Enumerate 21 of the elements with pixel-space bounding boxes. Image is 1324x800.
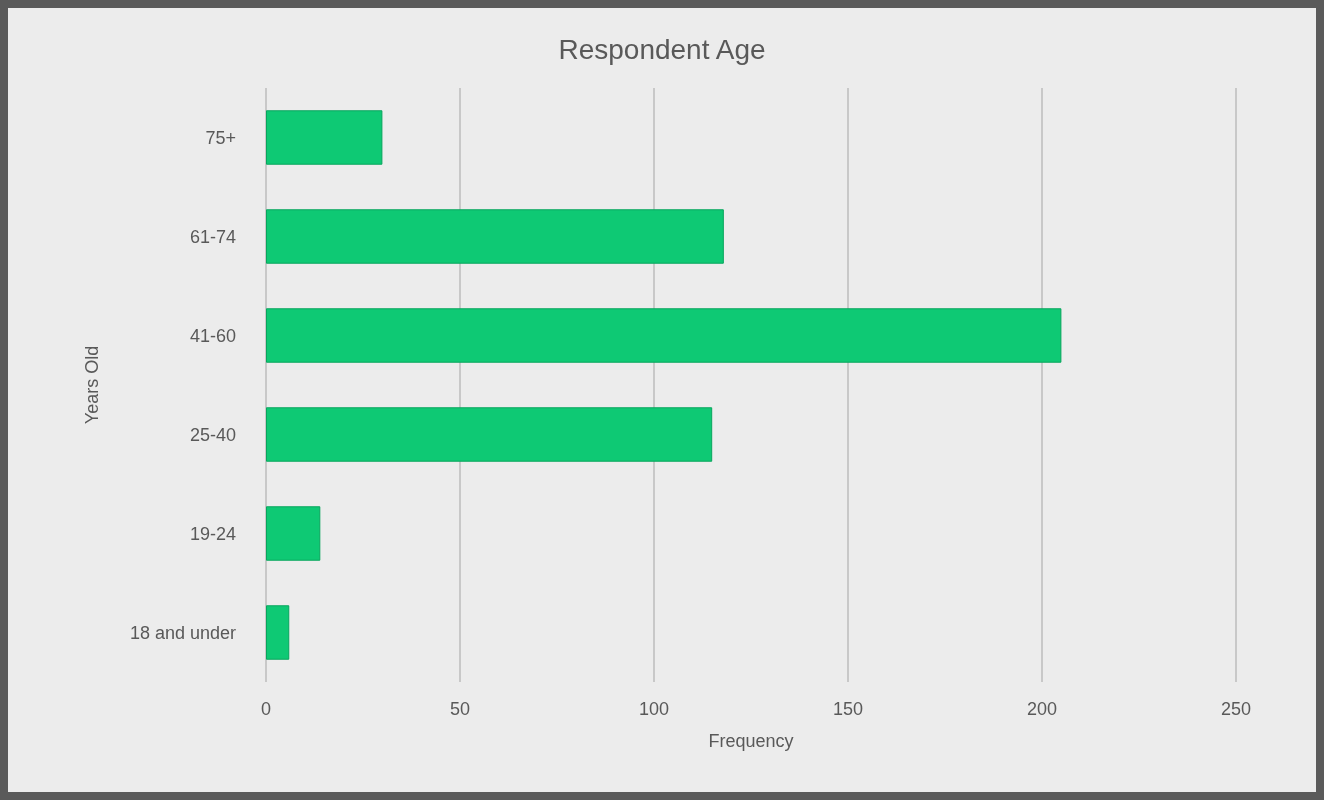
y-tick-label: 75+ (205, 127, 236, 148)
y-tick-label: 25-40 (189, 424, 236, 445)
y-tick-label: 18 and under (129, 622, 236, 643)
bar (266, 506, 321, 561)
bar (266, 407, 713, 462)
x-axis-title: Frequency (708, 731, 794, 751)
x-tick-label: 0 (260, 699, 272, 719)
chart-title: Respondent Age (558, 33, 766, 65)
bar (266, 605, 290, 660)
y-axis-title: Years Old (82, 345, 102, 425)
x-tick-label: 100 (638, 699, 670, 719)
bar (266, 110, 383, 165)
x-tick-label: 200 (1026, 699, 1058, 719)
y-tick-label: 41-60 (189, 325, 236, 346)
x-tick-label: 150 (832, 699, 864, 719)
x-tick-label: 250 (1220, 699, 1252, 719)
y-tick-label: 19-24 (189, 523, 236, 544)
x-tick-label: 50 (449, 699, 471, 719)
bar (266, 308, 1062, 363)
y-tick-label: 61-74 (189, 226, 236, 247)
bar (266, 209, 724, 264)
